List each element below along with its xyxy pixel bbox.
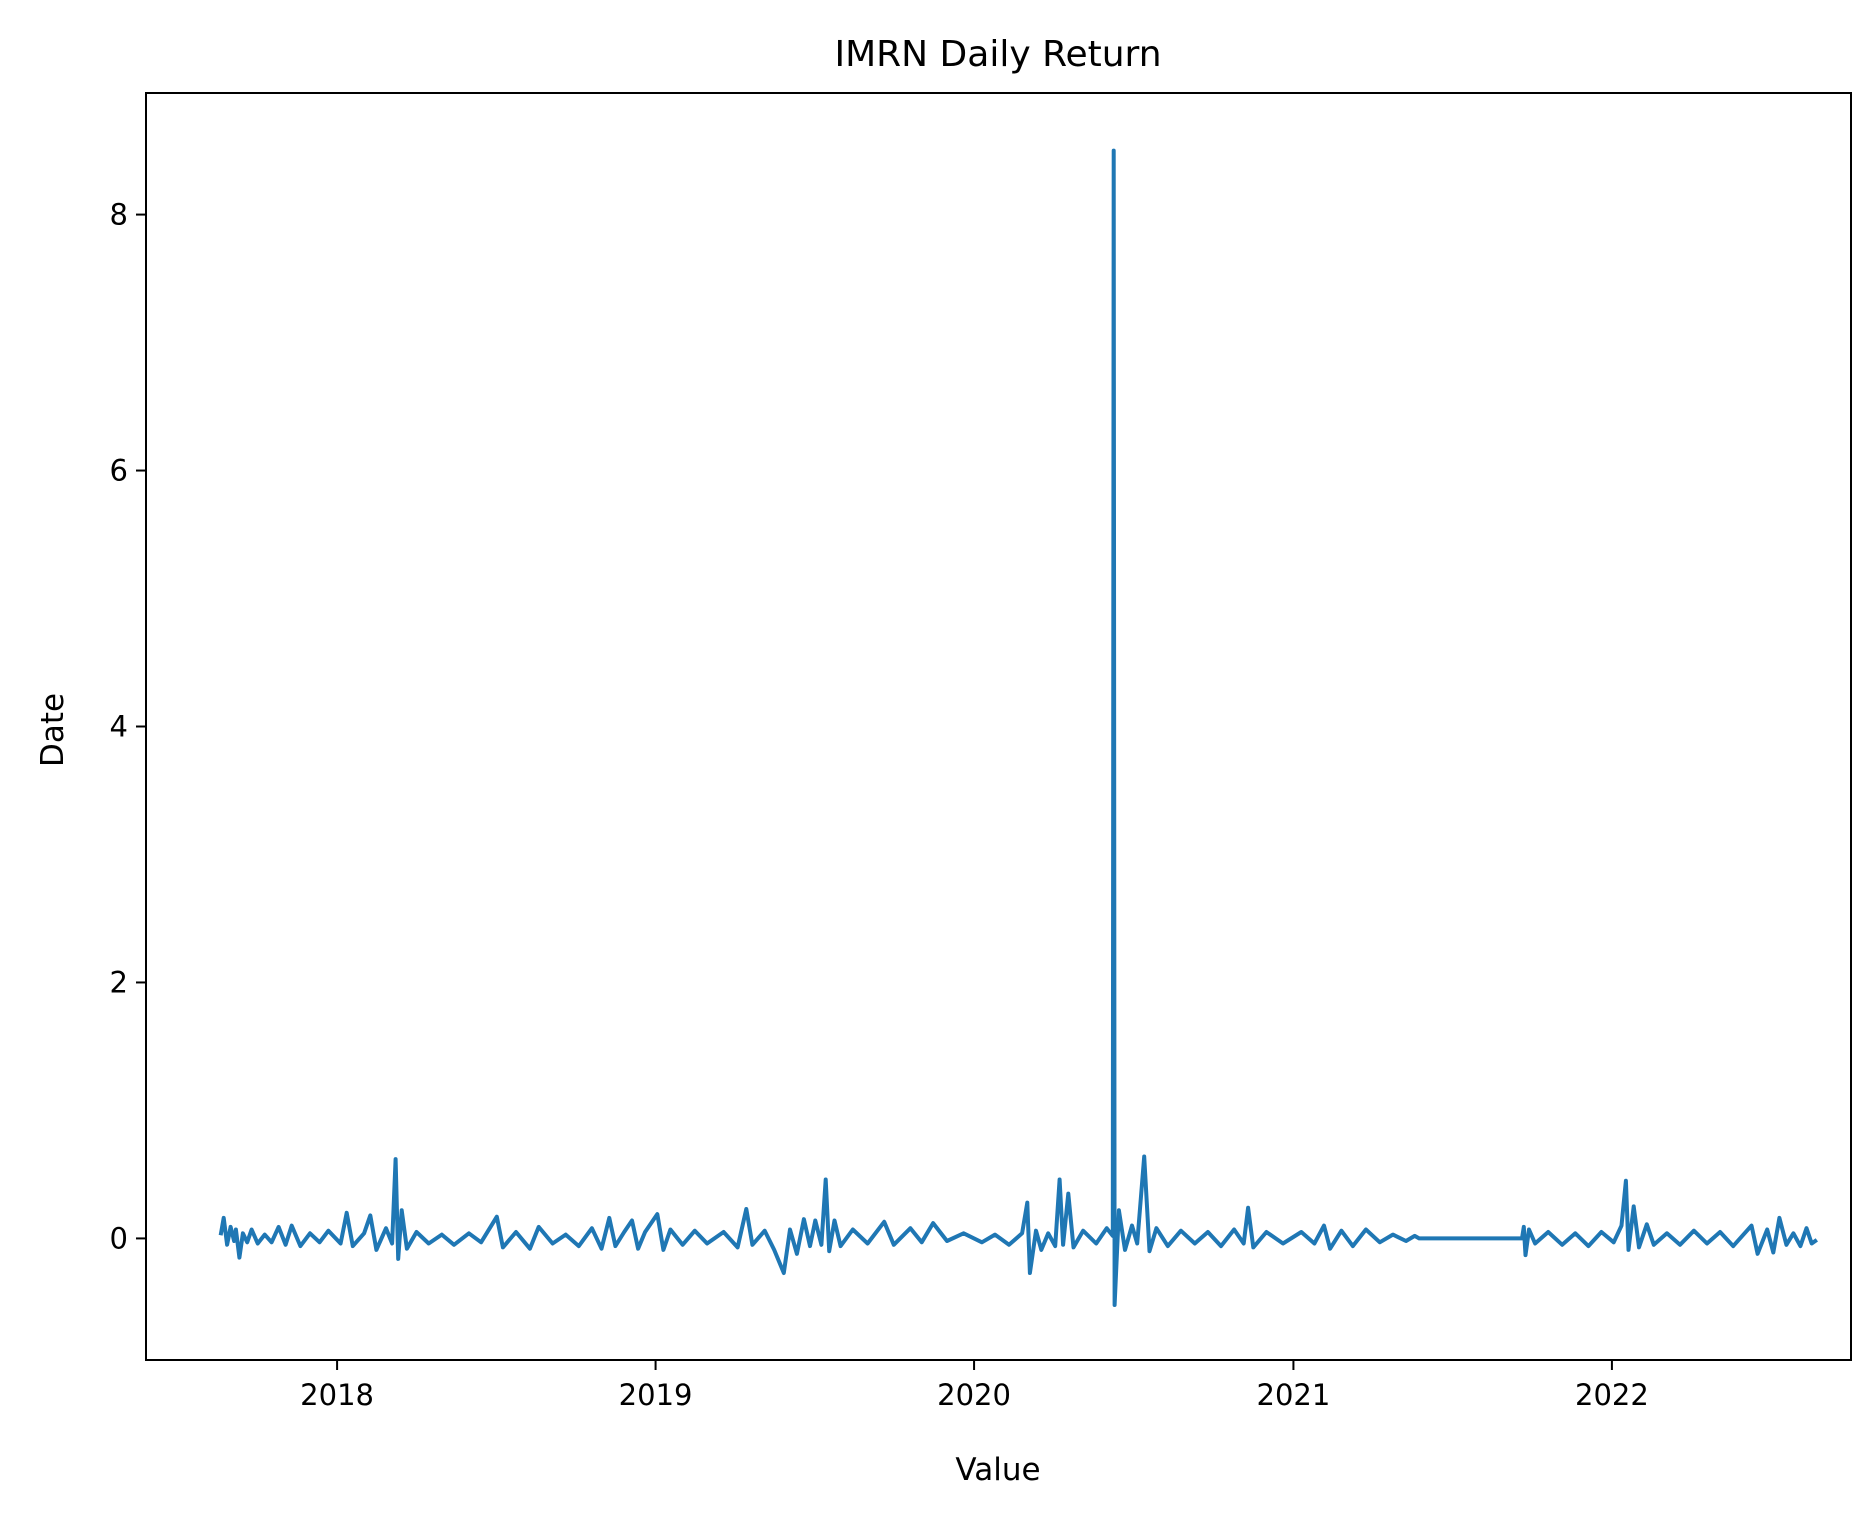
x-tick-label: 2020 bbox=[937, 1378, 1011, 1412]
y-tick-label: 0 bbox=[110, 1221, 128, 1255]
axes: 2018 2019 2020 2021 2022 0 2 4 6 8 bbox=[110, 92, 1852, 1412]
y-tick-label: 4 bbox=[110, 710, 128, 744]
chart-title: IMRN Daily Return bbox=[834, 34, 1161, 75]
x-tick-label: 2019 bbox=[619, 1378, 693, 1412]
y-tick-label: 2 bbox=[110, 965, 128, 999]
x-axis-label: Value bbox=[955, 1452, 1040, 1488]
x-tick-label: 2021 bbox=[1257, 1378, 1331, 1412]
y-axis-label: Date bbox=[35, 693, 71, 767]
plot-area bbox=[218, 148, 1818, 1307]
y-tick-label: 6 bbox=[110, 454, 128, 488]
series-line-1 bbox=[218, 148, 1818, 1307]
x-tick-label: 2022 bbox=[1575, 1378, 1649, 1412]
x-tick-label: 2018 bbox=[300, 1378, 374, 1412]
y-tick-label: 8 bbox=[110, 198, 128, 232]
